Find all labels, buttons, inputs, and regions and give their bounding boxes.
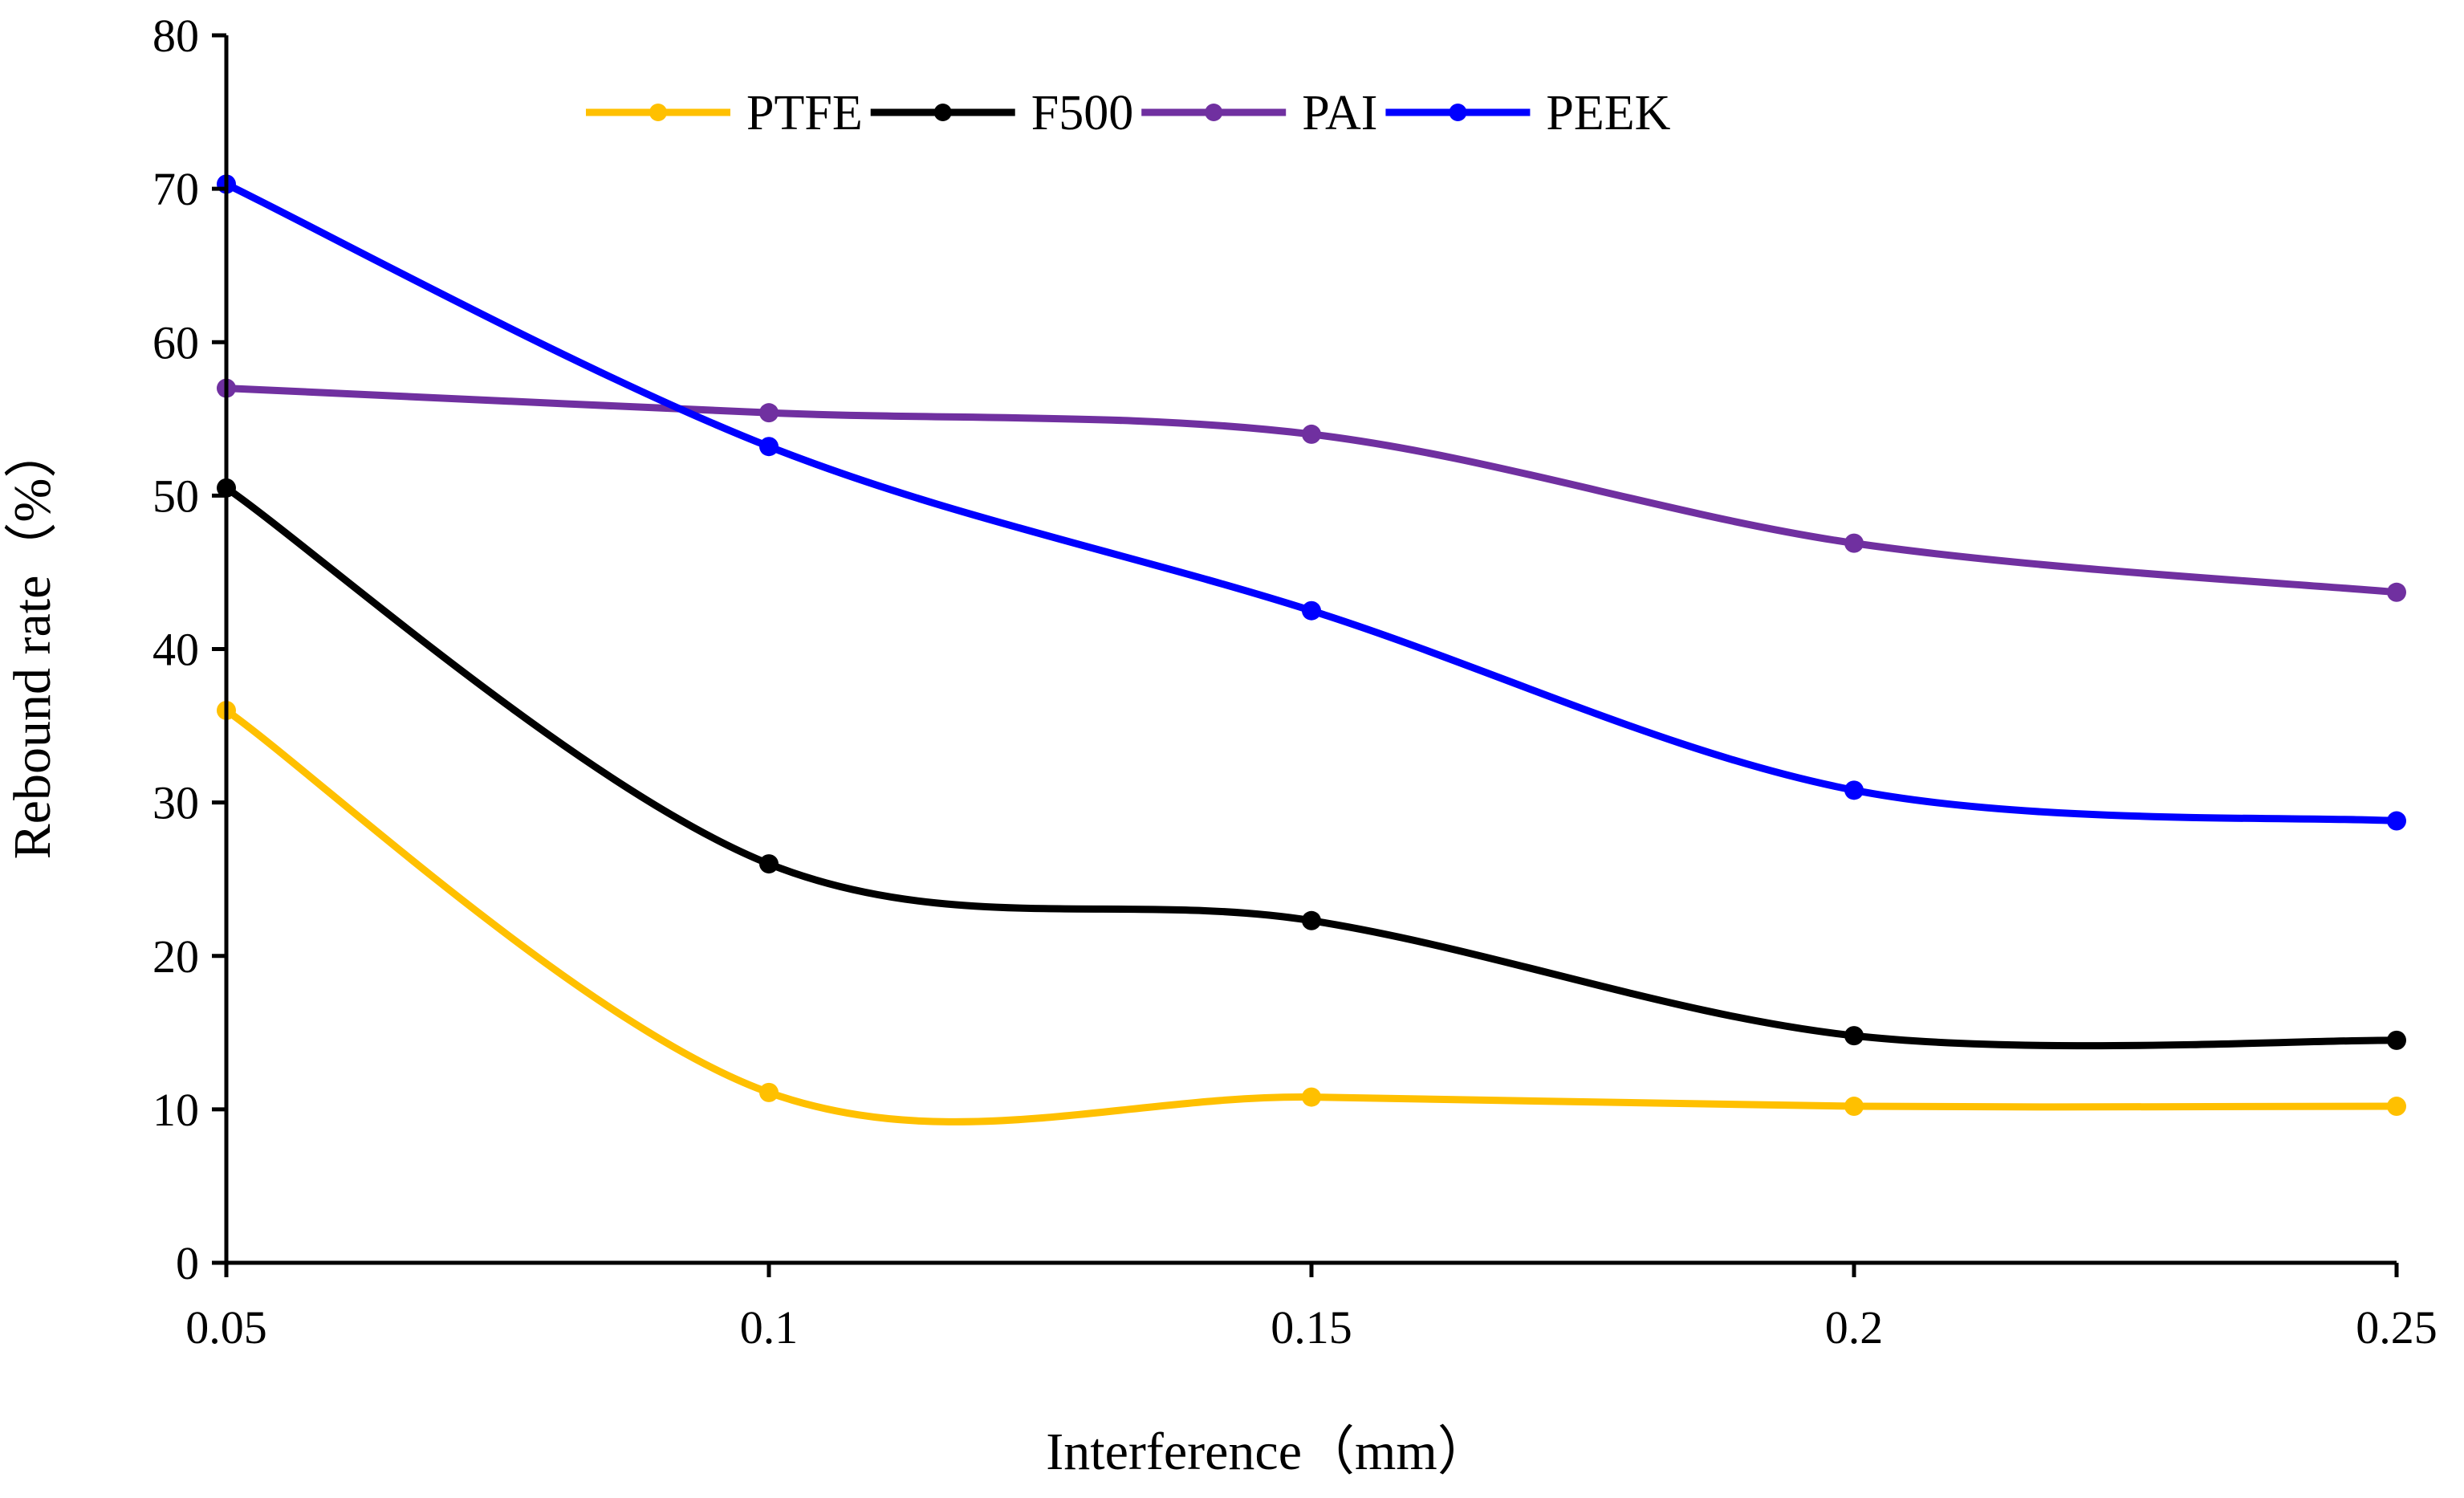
x-axis-title: Interference（mm） [1046, 1423, 1490, 1481]
y-tick-label: 70 [152, 163, 199, 215]
series-line-f500 [222, 484, 2401, 1050]
y-tick-label: 30 [152, 777, 199, 829]
legend-label-pai: PAI [1302, 86, 1377, 140]
series-line-pai [222, 385, 2401, 596]
data-point-pai [2387, 582, 2406, 602]
data-point-pai [1844, 533, 1864, 553]
y-tick-label: 40 [152, 624, 199, 676]
data-point-pai [759, 403, 779, 423]
legend-swatch-marker-peek [1449, 104, 1467, 121]
legend-label-ptfe: PTFE [746, 86, 863, 140]
legend-swatch-marker-pai [1205, 104, 1223, 121]
legend-swatch-marker-f500 [933, 104, 952, 121]
data-point-ptfe [759, 1082, 779, 1102]
y-tick-label: 60 [152, 316, 199, 368]
y-tick-label: 50 [152, 470, 199, 522]
y-tick-label: 80 [152, 10, 199, 62]
x-tick-label: 0.1 [740, 1301, 799, 1353]
y-tick-label: 0 [176, 1237, 199, 1289]
x-tick-label: 0.05 [185, 1301, 267, 1353]
data-point-peek [1844, 780, 1864, 800]
y-tick-label: 20 [152, 930, 199, 983]
data-point-pai [1302, 424, 1321, 444]
y-axis-title: Rebound rate（%） [3, 425, 62, 860]
data-point-f500 [759, 854, 779, 874]
data-point-peek [759, 437, 779, 457]
legend-label-f500: F500 [1031, 86, 1133, 140]
data-point-ptfe [1844, 1097, 1864, 1117]
data-point-peek [2387, 811, 2406, 831]
x-tick-label: 0.2 [1825, 1301, 1884, 1353]
legend-label-peek: PEEK [1546, 86, 1670, 140]
legend: PTFE F500 PAI PEEK [586, 86, 1671, 140]
data-point-ptfe [2387, 1097, 2406, 1117]
legend-swatch-marker-ptfe [649, 104, 667, 121]
plot-points [217, 174, 2406, 1117]
y-axis-ticks: 0 10 20 30 40 50 60 70 80 [152, 10, 226, 1289]
x-tick-label: 0.15 [1271, 1301, 1352, 1353]
data-point-ptfe [1302, 1087, 1321, 1107]
y-tick-label: 10 [152, 1084, 199, 1136]
series-line-peek [222, 180, 2401, 825]
x-tick-label: 0.25 [2356, 1301, 2438, 1353]
data-point-f500 [1844, 1026, 1864, 1046]
x-axis-ticks: 0.05 0.1 0.15 0.2 0.25 [185, 1263, 2438, 1353]
data-point-peek [1302, 600, 1321, 621]
data-point-f500 [1302, 910, 1321, 930]
plot-lines [222, 180, 2401, 1126]
data-point-f500 [2387, 1030, 2406, 1050]
